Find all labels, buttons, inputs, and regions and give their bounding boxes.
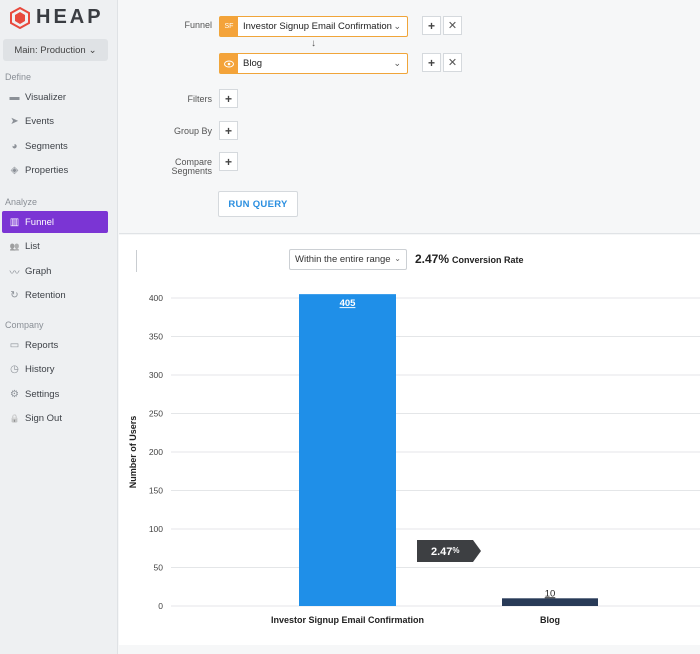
sidebar-item-label: Retention xyxy=(25,290,66,302)
bar-data-label: 10 xyxy=(545,588,556,599)
segments-label: Segments xyxy=(171,166,212,176)
step-conversion-badge xyxy=(417,540,481,562)
sidebar-item-label: Properties xyxy=(25,165,69,177)
x-category-label: Blog xyxy=(540,615,560,625)
sidebar-item-settings[interactable]: ⚙ Settings xyxy=(2,383,108,405)
sidebar-item-list[interactable]: 👥 List xyxy=(2,236,108,258)
section-label-analyze: Analyze xyxy=(5,197,38,207)
chevron-down-icon: ⌄ xyxy=(394,254,401,263)
bar-2 xyxy=(502,598,598,606)
funnel-step-1-label: Investor Signup Email Confirmation xyxy=(243,21,392,32)
sidebar: HEAP Main: Production ⌄ Define ▬ Visualize… xyxy=(0,0,118,654)
sidebar-item-reports[interactable]: ▭ Reports xyxy=(2,334,108,356)
bar-1 xyxy=(299,294,396,606)
y-tick-label: 400 xyxy=(149,293,163,303)
funnel-icon: ▥ xyxy=(9,216,20,228)
conversion-window-label: Within the entire range xyxy=(295,254,391,265)
y-tick-label: 50 xyxy=(154,563,164,573)
sidebar-item-label: Funnel xyxy=(25,216,55,228)
pie-icon: ◕ xyxy=(11,140,18,152)
sidebar-item-sign-out[interactable]: 🔒 Sign Out xyxy=(2,408,108,430)
cursor-icon: ➤ xyxy=(10,116,19,128)
sidebar-item-segments[interactable]: ◕ Segments xyxy=(2,135,108,157)
funnel-chart: 0 50 100 150 200 250 300 350 400 Number of Users 4… xyxy=(128,293,700,625)
compare-label: Compare xyxy=(174,157,212,167)
pageview-eye-icon xyxy=(220,54,238,73)
sidebar-item-label: Sign Out xyxy=(25,413,62,425)
users-icon: 👥 xyxy=(9,242,20,252)
environment-dropdown[interactable]: Main: Production ⌄ xyxy=(3,39,108,61)
y-tick-label: 300 xyxy=(149,370,163,380)
conversion-rate-value: 2.47% xyxy=(415,252,450,266)
funnel-step-1-select[interactable]: SF Investor Signup Email Confirmation ⌄ xyxy=(219,16,408,37)
x-category-label: Investor Signup Email Confirmation xyxy=(271,615,424,625)
monitor-icon: ▬ xyxy=(9,91,20,103)
sidebar-item-visualizer[interactable]: ▬ Visualizer xyxy=(2,86,108,108)
results-panel: Within the entire range ⌄ 2.47% Conversi… xyxy=(119,235,700,645)
logo-text: HEAP xyxy=(36,6,104,28)
remove-step-button[interactable]: ✕ xyxy=(443,16,462,35)
step-conversion-value: 2.47% xyxy=(431,546,460,558)
funnel-step-2-label: Blog xyxy=(243,58,263,69)
gear-icon: ⚙ xyxy=(10,388,19,400)
add-step-button[interactable]: + xyxy=(422,16,441,35)
chevron-down-icon: ⌄ xyxy=(88,44,97,56)
sidebar-item-label: History xyxy=(25,364,55,376)
step-conversion-number: 2.47 xyxy=(431,546,452,558)
y-tick-label: 200 xyxy=(149,447,163,457)
y-tick-label: 0 xyxy=(158,601,163,611)
funnel-label: Funnel xyxy=(184,20,212,30)
sidebar-item-label: Segments xyxy=(25,140,68,152)
sidebar-item-graph[interactable]: 〰 Graph xyxy=(2,260,108,282)
run-query-button[interactable]: RUN QUERY xyxy=(218,191,298,217)
group-by-label: Group By xyxy=(173,126,212,136)
y-axis-label: Number of Users xyxy=(128,416,138,489)
sidebar-item-properties[interactable]: ◈ Properties xyxy=(2,160,108,182)
sidebar-item-label: Visualizer xyxy=(25,91,67,103)
sidebar-item-label: List xyxy=(25,241,40,253)
folder-icon: ▭ xyxy=(9,339,20,351)
line-chart-icon: 〰 xyxy=(9,267,20,279)
y-tick-label: 350 xyxy=(149,332,163,342)
bar-data-label: 405 xyxy=(340,298,357,309)
conversion-window-select[interactable]: Within the entire range ⌄ xyxy=(289,249,407,270)
add-filter-button[interactable]: + xyxy=(219,89,238,108)
step-conversion-unit: % xyxy=(452,546,459,555)
chevron-down-icon: ⌄ xyxy=(393,21,401,31)
sidebar-item-label: Events xyxy=(25,116,55,128)
sidebar-item-label: Settings xyxy=(25,388,60,400)
add-group-by-button[interactable]: + xyxy=(219,121,238,140)
filters-label: Filters xyxy=(187,94,213,104)
conversion-rate-label: Conversion Rate xyxy=(452,255,524,265)
add-compare-segment-button[interactable]: + xyxy=(219,152,238,171)
section-label-define: Define xyxy=(5,72,32,82)
heap-logo[interactable]: HEAP xyxy=(10,6,104,29)
sidebar-item-history[interactable]: ◷ History xyxy=(2,359,108,381)
y-tick-label: 100 xyxy=(149,524,163,534)
environment-label: Main: Production xyxy=(14,44,86,56)
query-builder: Funnel SF Investor Signup Email Confirma… xyxy=(119,0,700,234)
add-step-button[interactable]: + xyxy=(422,53,441,72)
heap-logo-icon xyxy=(10,6,30,29)
sidebar-item-label: Reports xyxy=(25,339,59,351)
chevron-down-icon: ⌄ xyxy=(393,58,401,68)
section-label-company: Company xyxy=(5,320,44,330)
sidebar-item-label: Graph xyxy=(25,265,52,277)
sidebar-item-retention[interactable]: ↻ Retention xyxy=(2,285,108,307)
divider xyxy=(136,250,137,272)
y-tick-label: 250 xyxy=(149,409,163,419)
remove-step-button[interactable]: ✕ xyxy=(443,53,462,72)
sidebar-item-funnel[interactable]: ▥ Funnel xyxy=(2,211,108,233)
y-tick-label: 150 xyxy=(149,486,163,496)
lock-icon: 🔒 xyxy=(9,414,20,424)
clock-icon: ◷ xyxy=(10,364,19,376)
arrow-down-icon: ↓ xyxy=(311,38,316,49)
refresh-icon: ↻ xyxy=(10,290,19,302)
conversion-rate: 2.47% Conversion Rate xyxy=(415,252,524,266)
event-type-icon: SF xyxy=(220,17,238,36)
sidebar-item-events[interactable]: ➤ Events xyxy=(2,111,108,133)
layers-icon: ◈ xyxy=(10,165,19,177)
funnel-step-2-select[interactable]: Blog ⌄ xyxy=(219,53,408,74)
